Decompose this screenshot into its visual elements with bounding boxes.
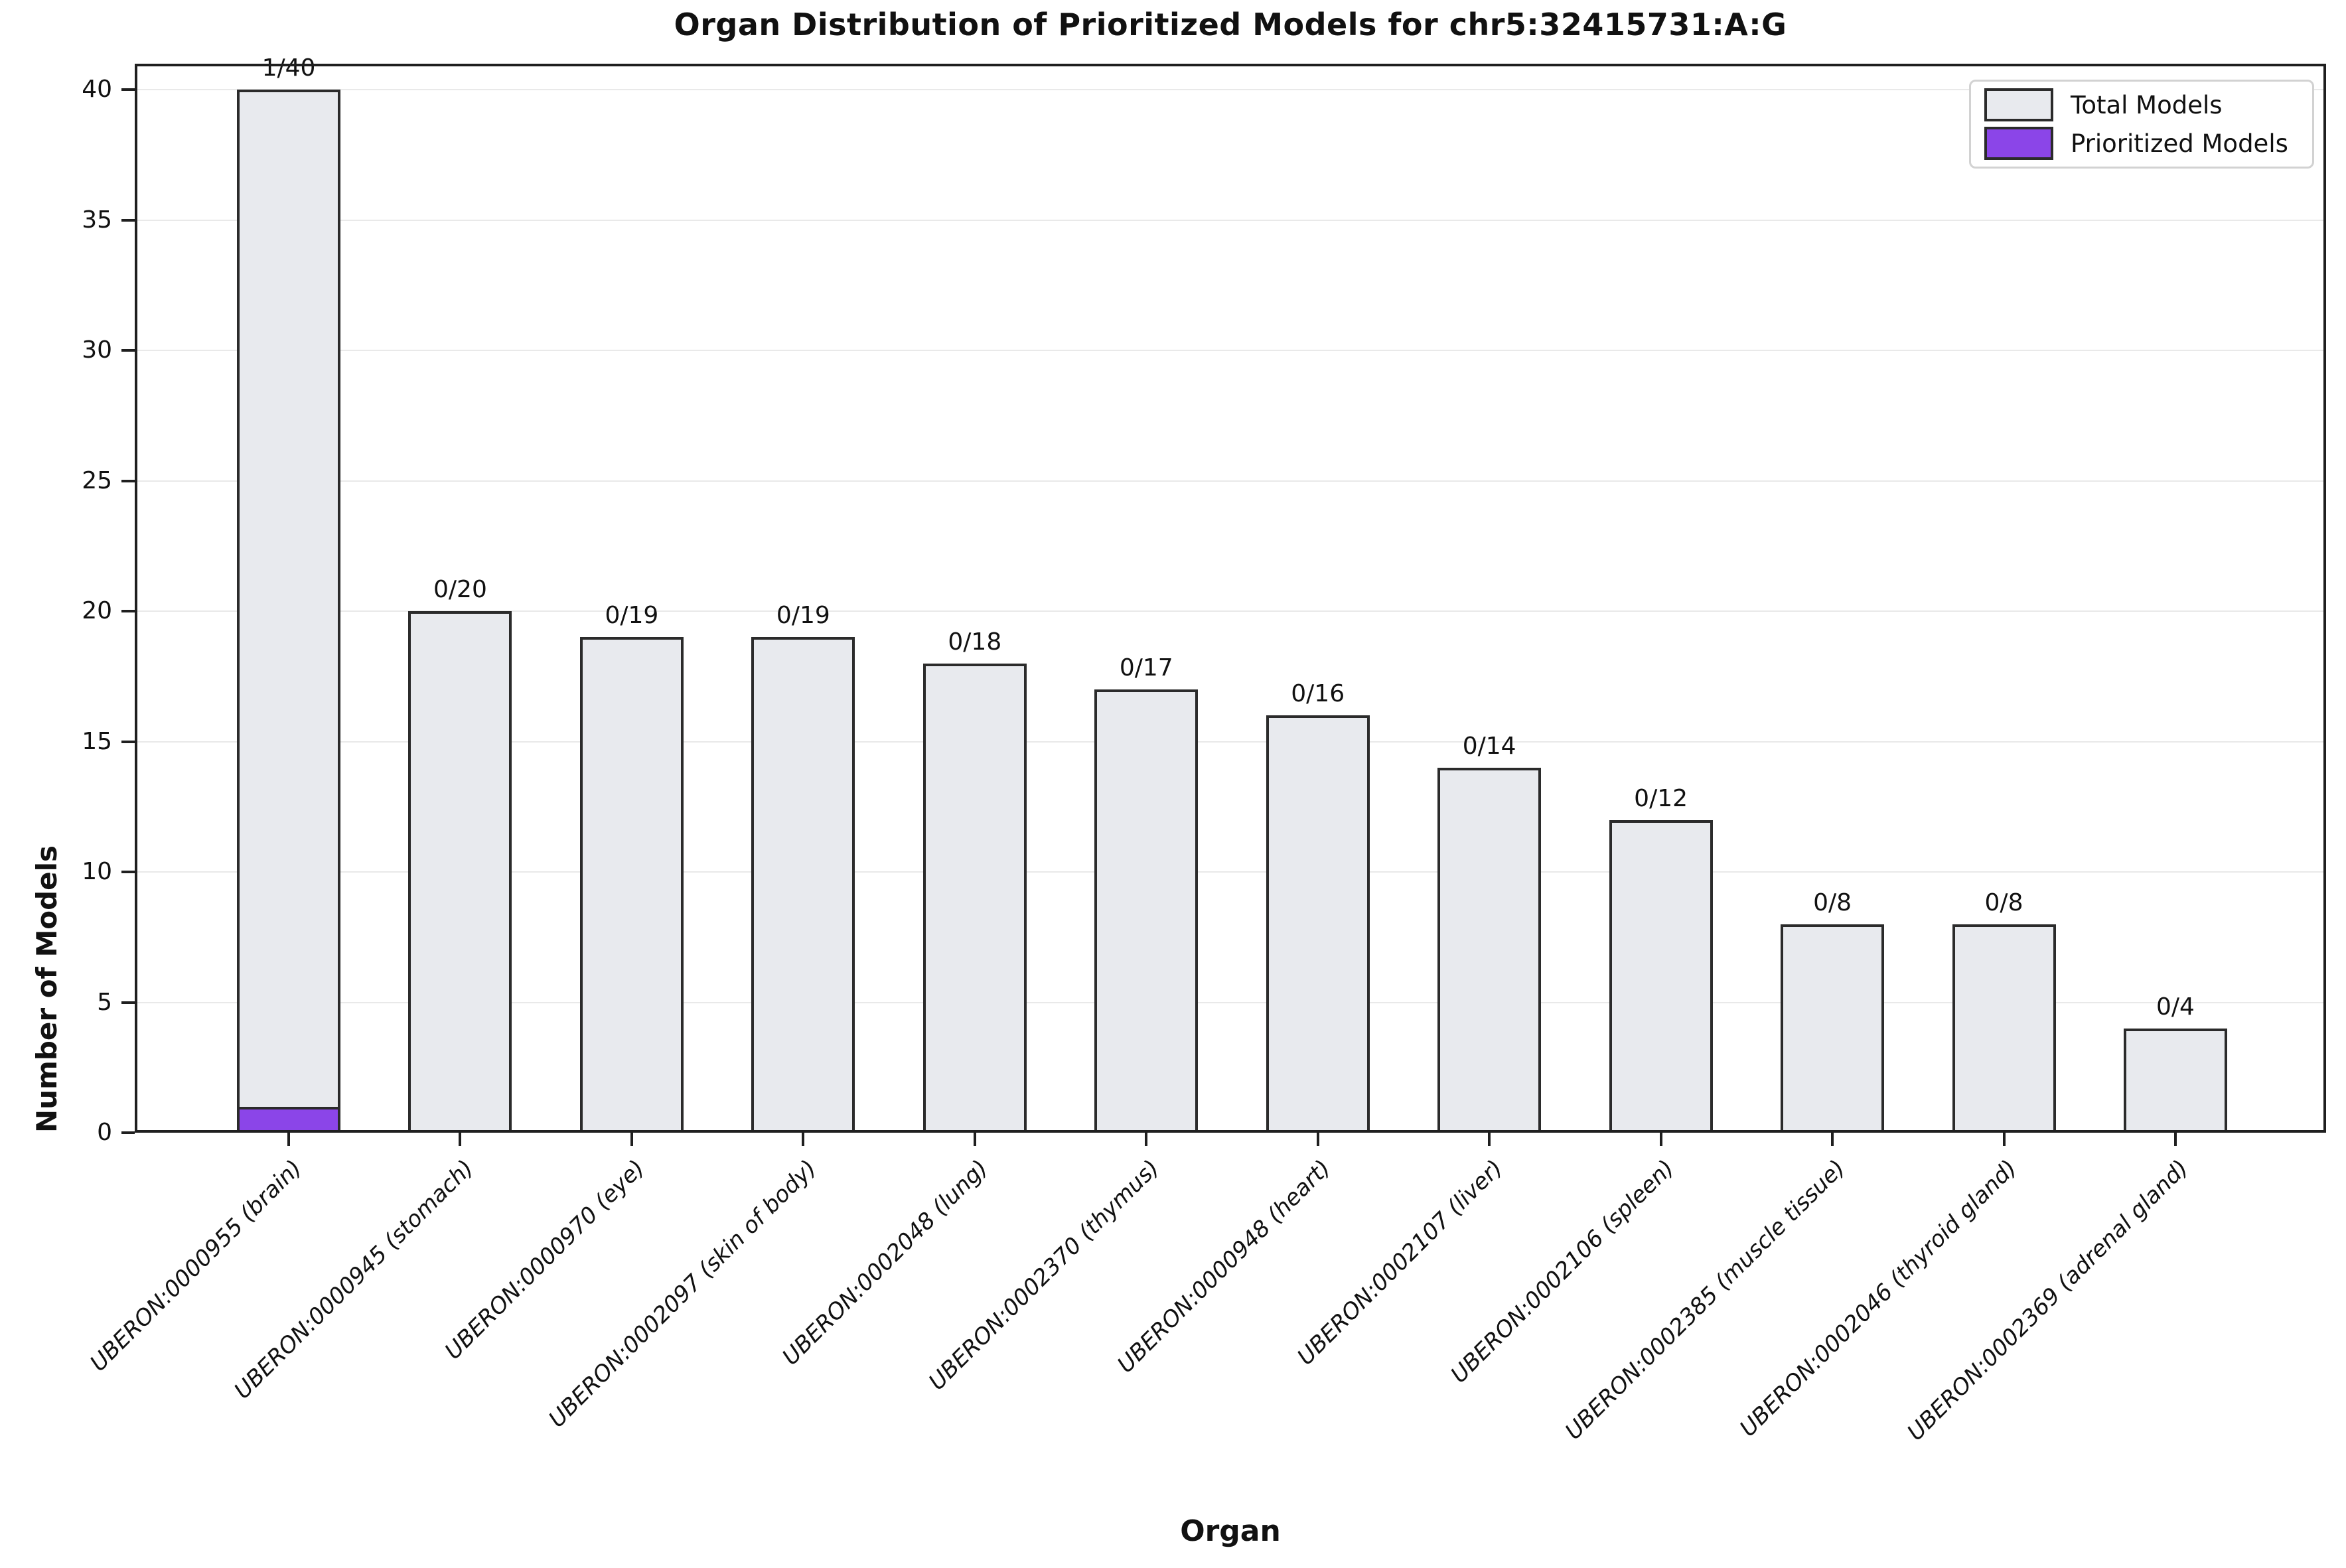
x-tick bbox=[459, 1133, 462, 1146]
y-tick-label: 25 bbox=[82, 466, 112, 494]
y-tick bbox=[121, 218, 135, 222]
y-tick-label: 30 bbox=[82, 336, 112, 364]
bar-value-label: 0/19 bbox=[605, 602, 659, 630]
y-tick-label: 10 bbox=[82, 858, 112, 886]
total-bar bbox=[1437, 767, 1542, 1133]
y-tick-label: 0 bbox=[97, 1119, 112, 1146]
gridline bbox=[135, 350, 2326, 352]
total-bar bbox=[1952, 924, 2056, 1133]
x-tick-label: UBERON:0002097 (skin of body) bbox=[543, 1155, 822, 1433]
bar-value-label: 0/14 bbox=[1462, 732, 1516, 760]
y-tick bbox=[121, 1131, 135, 1134]
total-bar bbox=[237, 90, 340, 1133]
bar-value-label: 0/18 bbox=[948, 628, 1002, 656]
y-tick-label: 40 bbox=[82, 76, 112, 104]
x-tick bbox=[2002, 1133, 2006, 1146]
y-tick-label: 35 bbox=[82, 206, 112, 234]
x-tick-label: UBERON:0002107 (liver) bbox=[1291, 1155, 1508, 1371]
y-tick-label: 20 bbox=[82, 597, 112, 625]
legend-swatch-total bbox=[1984, 88, 2053, 121]
x-axis-label: Organ bbox=[1180, 1514, 1281, 1548]
legend-row: Prioritized Models bbox=[1984, 127, 2299, 160]
x-tick bbox=[287, 1133, 290, 1146]
prioritized-bar bbox=[237, 1106, 340, 1133]
legend-swatch-prioritized bbox=[1984, 127, 2053, 160]
bar-value-label: 0/16 bbox=[1291, 680, 1345, 708]
x-tick bbox=[630, 1133, 633, 1146]
x-tick bbox=[1316, 1133, 1319, 1146]
x-tick-label: UBERON:0002385 (muscle tissue) bbox=[1560, 1155, 1851, 1445]
bar-value-label: 0/8 bbox=[1813, 889, 1852, 916]
legend-row: Total Models bbox=[1984, 88, 2299, 121]
total-bar bbox=[1781, 924, 1885, 1133]
y-axis-label: Number of Models bbox=[31, 845, 63, 1133]
y-tick bbox=[121, 349, 135, 352]
x-tick bbox=[1488, 1133, 1491, 1146]
legend-label: Prioritized Models bbox=[2071, 129, 2288, 158]
gridline bbox=[135, 219, 2326, 221]
plot-area: 0 5 10 15 20 25 30 35 40 1/40 UBERON:0000955 (brai… bbox=[82, 56, 2326, 1446]
legend-label: Total Models bbox=[2071, 90, 2223, 119]
gridline bbox=[135, 1001, 2326, 1003]
total-bar bbox=[1094, 689, 1199, 1133]
total-bar bbox=[922, 663, 1027, 1133]
gridline bbox=[135, 741, 2326, 743]
x-tick bbox=[973, 1133, 976, 1146]
x-tick bbox=[1831, 1133, 1834, 1146]
gridline bbox=[135, 871, 2326, 873]
x-tick-label: UBERON:0002046 (thyroid gland) bbox=[1735, 1155, 2023, 1443]
legend: Total Models Prioritized Models bbox=[1969, 80, 2314, 169]
bar-value-label: 0/19 bbox=[776, 602, 830, 630]
total-bar bbox=[1266, 715, 1370, 1133]
x-tick bbox=[1145, 1133, 1148, 1146]
y-tick bbox=[121, 479, 135, 482]
y-tick bbox=[121, 1001, 135, 1004]
x-tick-label: UBERON:0002048 (lung) bbox=[777, 1155, 993, 1371]
gridline bbox=[135, 610, 2326, 612]
total-bar bbox=[2123, 1028, 2227, 1133]
total-bar bbox=[579, 637, 684, 1133]
bar-value-label: 0/17 bbox=[1119, 654, 1173, 682]
total-bar bbox=[408, 611, 512, 1133]
y-tick bbox=[121, 88, 135, 92]
y-tick bbox=[121, 871, 135, 874]
gridline bbox=[135, 89, 2326, 91]
y-tick-label: 5 bbox=[97, 988, 112, 1016]
bar-value-label: 0/4 bbox=[2156, 993, 2195, 1021]
y-tick bbox=[121, 740, 135, 743]
total-bar bbox=[1609, 820, 1713, 1133]
y-tick bbox=[121, 610, 135, 613]
bar-value-label: 1/40 bbox=[261, 54, 316, 82]
bar-value-label: 0/12 bbox=[1634, 784, 1688, 812]
bar-value-label: 0/8 bbox=[1984, 889, 2023, 916]
y-tick-label: 15 bbox=[82, 727, 112, 755]
x-tick-label: UBERON:0000970 (eye) bbox=[439, 1155, 650, 1365]
x-tick bbox=[1659, 1133, 1662, 1146]
x-tick-label: UBERON:0002369 (adrenal gland) bbox=[1902, 1155, 2194, 1447]
x-tick bbox=[802, 1133, 805, 1146]
gridline bbox=[135, 480, 2326, 482]
total-bar bbox=[751, 637, 855, 1133]
chart-title: Organ Distribution of Prioritized Models… bbox=[674, 7, 1787, 42]
x-tick bbox=[2173, 1133, 2177, 1146]
bar-value-label: 0/20 bbox=[433, 576, 487, 604]
